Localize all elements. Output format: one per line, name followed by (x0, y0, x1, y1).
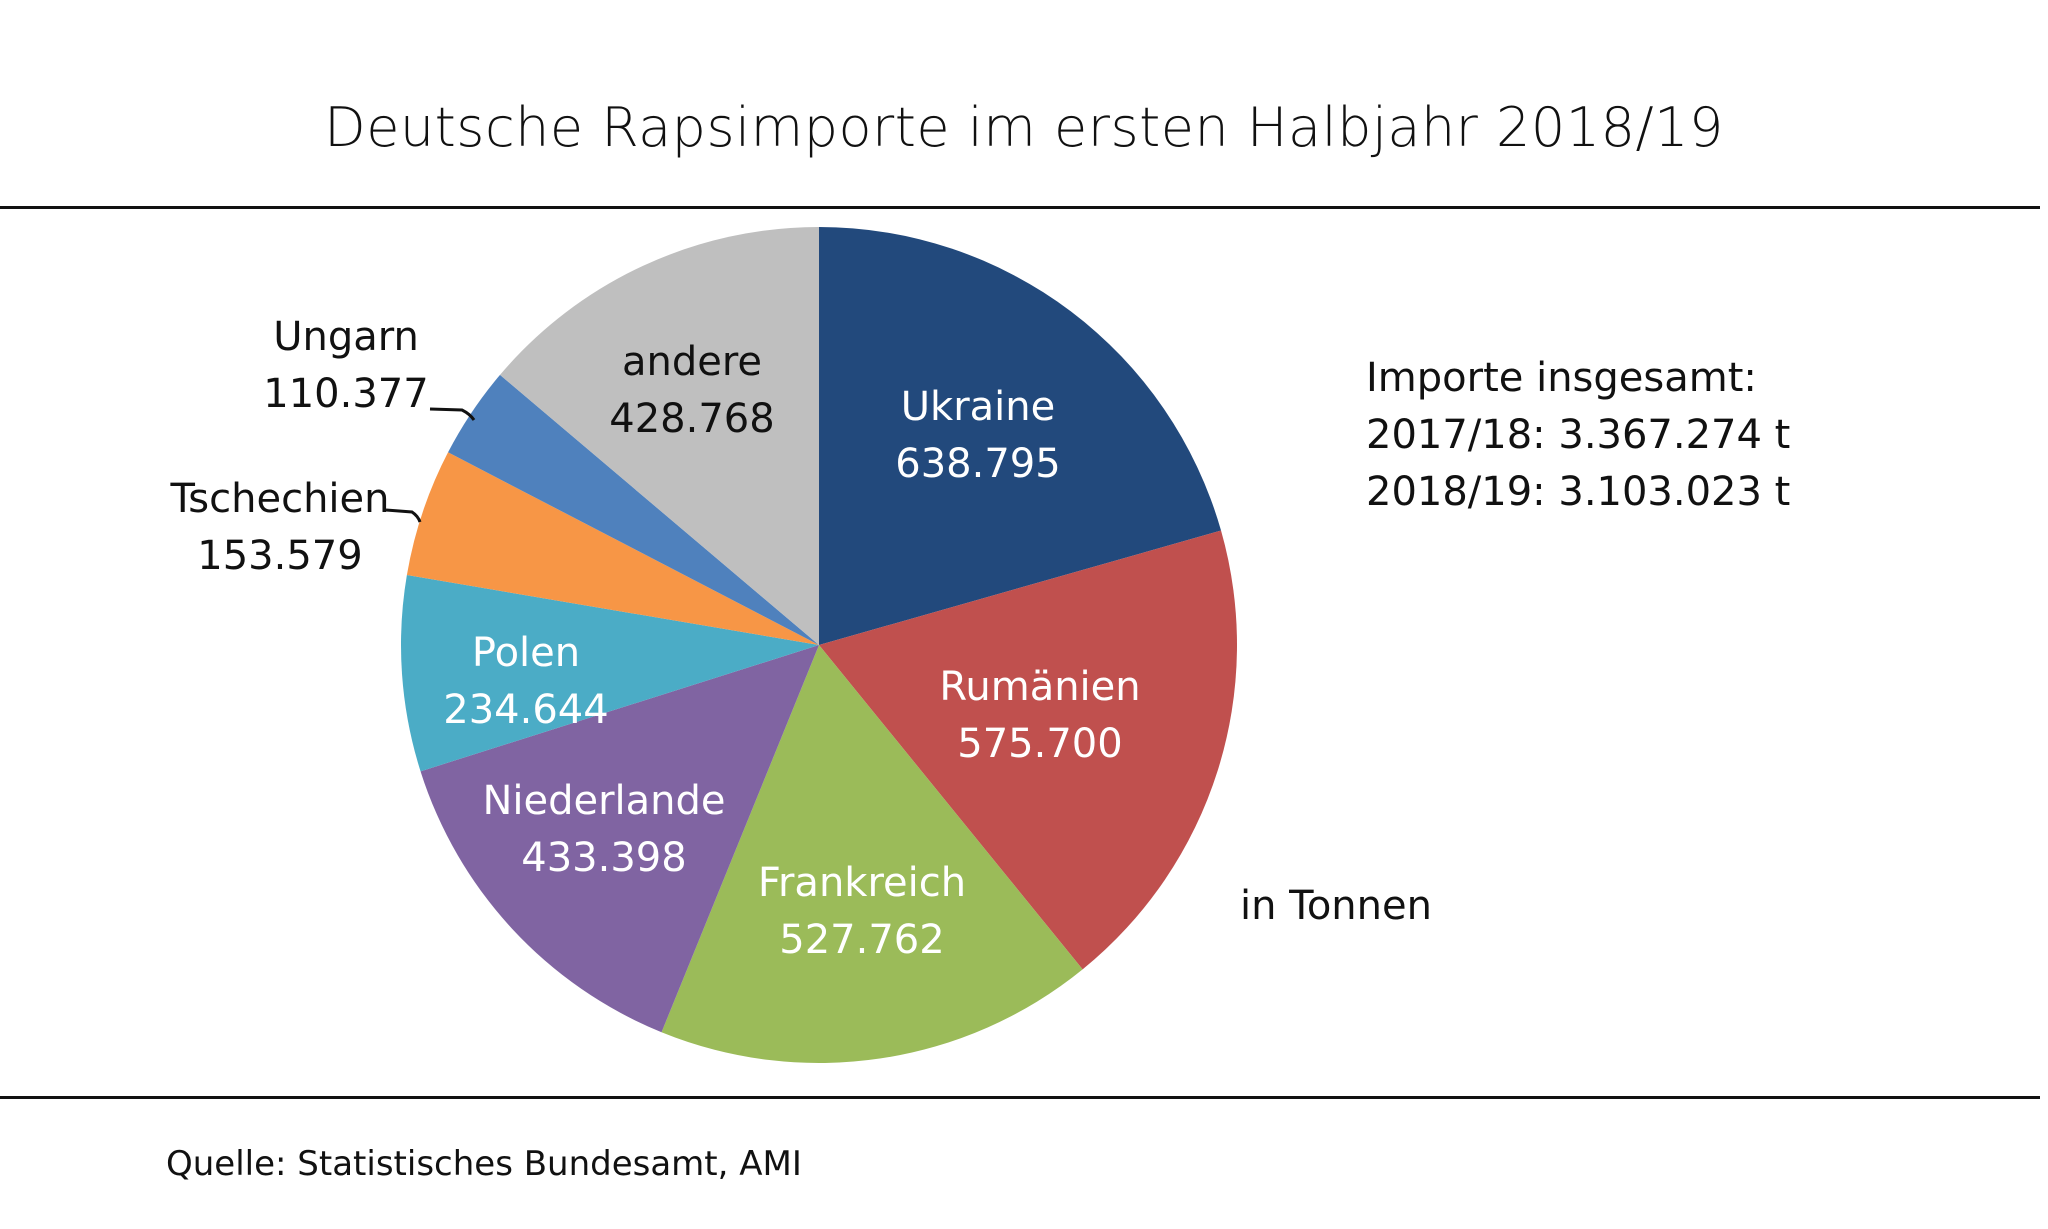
slice-value-ukraine: 638.795 (895, 441, 1060, 487)
totals-heading: Importe insgesamt: (1366, 355, 1757, 401)
totals-2018-19: 2018/19: 3.103.023 t (1366, 469, 1791, 515)
leader-line-tschechien (385, 508, 422, 523)
pie-slice-niederlande (420, 645, 819, 1033)
slice-value-niederlande: 433.398 (521, 835, 686, 881)
top-divider (0, 206, 2040, 209)
pie-slice-tschechien (406, 452, 819, 645)
chart-title: Deutsche Rapsimporte im ersten Halbjahr … (324, 96, 1724, 159)
slice-value-rumänien: 575.700 (957, 721, 1122, 767)
totals-2017-18: 2017/18: 3.367.274 t (1366, 412, 1791, 458)
slice-label-andere: andere (622, 339, 762, 385)
leader-line-ungarn (429, 407, 476, 421)
slice-value-andere: 428.768 (609, 396, 774, 442)
bottom-divider (0, 1096, 2040, 1099)
pie-slice-ungarn (448, 374, 819, 645)
pie-slice-rumänien (819, 530, 1237, 970)
pie-slice-polen (401, 575, 819, 772)
slice-label-frankreich: Frankreich (758, 860, 966, 906)
slice-label-niederlande: Niederlande (482, 778, 725, 824)
slice-label-ukraine: Ukraine (901, 384, 1055, 430)
slice-label-ungarn: Ungarn (273, 314, 419, 360)
slice-value-ungarn: 110.377 (263, 371, 428, 417)
slice-label-polen: Polen (472, 630, 580, 676)
source-note: Quelle: Statistisches Bundesamt, AMI (166, 1144, 802, 1184)
slice-value-tschechien: 153.579 (197, 533, 362, 579)
slice-label-rumänien: Rumänien (939, 664, 1140, 710)
unit-note: in Tonnen (1240, 883, 1432, 929)
pie-slice-frankreich (661, 645, 1083, 1063)
pie-slice-andere (499, 227, 819, 645)
slice-value-frankreich: 527.762 (779, 917, 944, 963)
slice-label-tschechien: Tschechien (169, 476, 389, 522)
totals-note: Importe insgesamt: 2017/18: 3.367.274 t … (1366, 350, 1790, 521)
slice-value-polen: 234.644 (443, 687, 608, 733)
pie-slice-ukraine (819, 227, 1222, 645)
